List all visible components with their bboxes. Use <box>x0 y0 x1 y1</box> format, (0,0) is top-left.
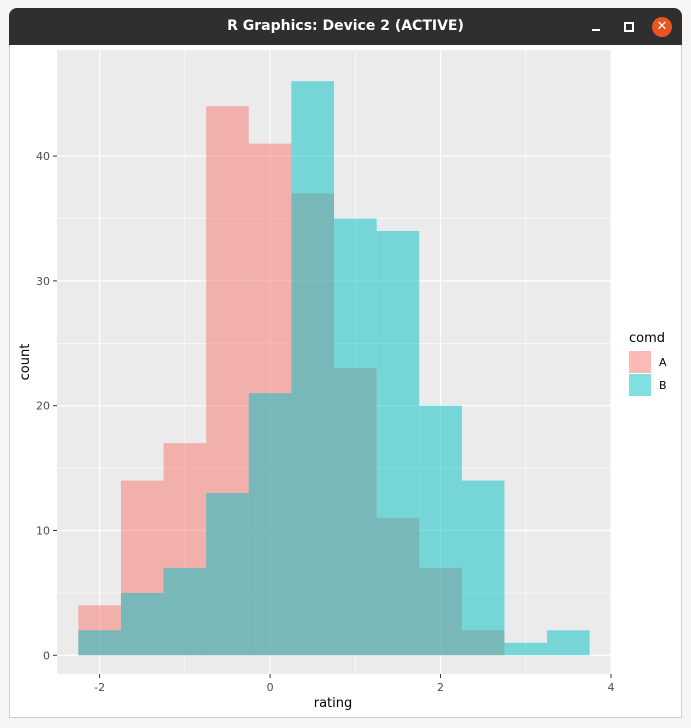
histogram-bar-B <box>334 218 377 656</box>
close-icon: ✕ <box>656 19 668 34</box>
histogram-bar-B <box>504 642 548 656</box>
legend-key-B <box>629 374 651 396</box>
x-axis: -2 0 2 4 <box>94 674 615 694</box>
maximize-icon <box>624 22 634 32</box>
histogram-bar-B <box>461 480 505 656</box>
histogram-bar-B <box>376 230 420 656</box>
x-tick-label: 4 <box>608 681 615 694</box>
y-tick-label: 0 <box>43 649 50 662</box>
histogram-bar-B <box>163 567 207 656</box>
legend-key-A <box>629 351 651 373</box>
y-tick-label: 10 <box>36 524 50 537</box>
histogram-bar-B <box>120 592 164 656</box>
histogram-bar-B <box>248 393 292 656</box>
histogram-bar-B <box>547 630 590 656</box>
histogram-bar-B <box>206 493 249 656</box>
x-axis-label: rating <box>314 696 353 711</box>
histogram-bar-B <box>291 81 334 656</box>
histogram-bar-B <box>419 405 462 656</box>
maximize-button[interactable] <box>619 17 639 37</box>
y-tick-label: 20 <box>36 400 50 413</box>
x-tick-label: 2 <box>437 681 444 694</box>
x-tick-label: -2 <box>94 681 105 694</box>
title-bar[interactable]: R Graphics: Device 2 (ACTIVE) ✕ <box>9 8 682 45</box>
close-button[interactable]: ✕ <box>652 17 672 37</box>
legend: comd AB <box>629 331 667 396</box>
x-tick-label: 0 <box>267 681 274 694</box>
window-title: R Graphics: Device 2 (ACTIVE) <box>227 18 464 34</box>
y-axis: 0 10 20 30 40 <box>36 150 57 662</box>
histogram-bar-B <box>78 630 121 656</box>
y-tick-label: 30 <box>36 275 50 288</box>
legend-label-A: A <box>659 356 667 369</box>
histogram-chart: 0 10 20 30 40 -2 0 2 4 rating count comd AB <box>18 50 667 711</box>
y-axis-label: count <box>18 344 33 381</box>
legend-label-B: B <box>659 379 667 392</box>
minimize-button[interactable] <box>586 17 606 37</box>
bars <box>78 81 590 656</box>
minimize-icon <box>592 29 600 31</box>
legend-title: comd <box>629 331 665 346</box>
y-tick-label: 40 <box>36 150 50 163</box>
